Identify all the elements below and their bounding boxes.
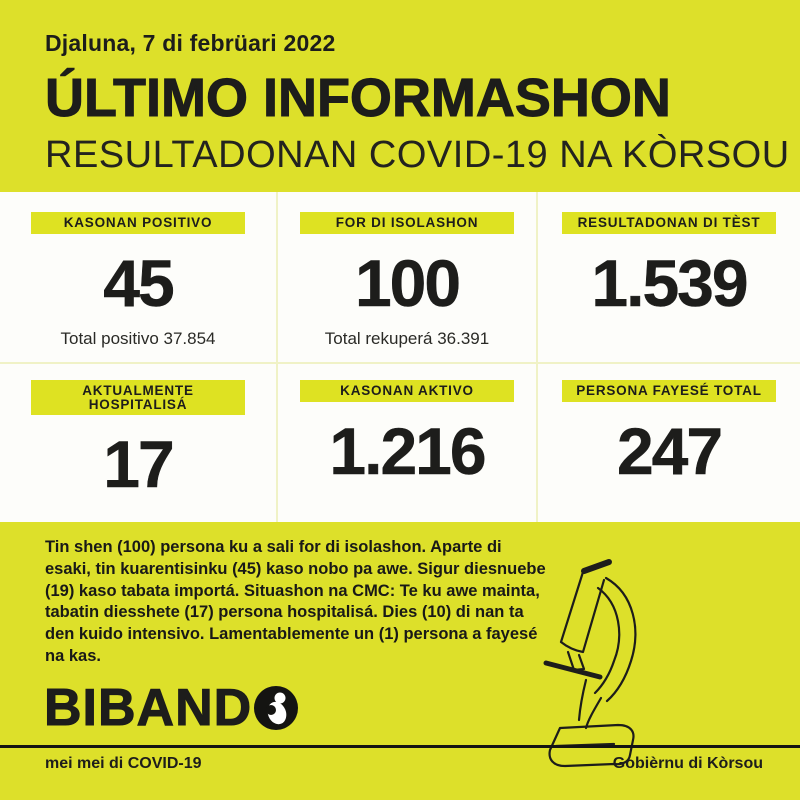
brand-tagline: mei mei di COVID-19 [45, 755, 202, 772]
stat-card-kasonan-positivo: KASONAN POSITIVO 45 Total positivo 37.85… [0, 192, 276, 362]
microscope-line-icon [543, 559, 637, 768]
footer-divider [0, 745, 800, 748]
header: Djaluna, 7 di febrüari 2022 ÚLTIMO INFOR… [0, 0, 800, 192]
stat-subtext: Total rekuperá 36.391 [324, 328, 490, 348]
stat-card-kasonan-aktivo: KASONAN AKTIVO 1.216 [278, 364, 536, 522]
page-title: ÚLTIMO INFORMASHON [45, 68, 672, 128]
stat-label: KASONAN POSITIVO [31, 212, 245, 234]
report-date: Djaluna, 7 di febrüari 2022 [45, 30, 336, 56]
page-subtitle: RESULTADONAN COVID-19 NA KÒRSOU [45, 134, 790, 176]
baby-swirl-icon [254, 686, 299, 730]
stat-value: 1.216 [329, 413, 487, 488]
stat-subtext: Total positivo 37.854 [60, 328, 216, 348]
stats-grid: KASONAN POSITIVO 45 Total positivo 37.85… [0, 192, 800, 522]
government-credit: Gobièrnu di Kòrsou [612, 755, 763, 772]
situation-summary: Tin shen (100) persona ku a sali for di … [45, 538, 546, 665]
stat-label: FOR DI ISOLASHON [300, 212, 514, 234]
stat-card-for-di-isolashon: FOR DI ISOLASHON 100 Total rekuperá 36.3… [278, 192, 536, 362]
footer: Tin shen (100) persona ku a sali for di … [0, 522, 800, 800]
stat-value: 247 [616, 413, 724, 488]
bibando-logo: BIBAND [43, 679, 299, 737]
stat-value: 45 [103, 245, 175, 320]
stat-label: KASONAN AKTIVO [300, 380, 514, 402]
stat-value: 1.539 [591, 245, 749, 320]
stat-label: RESULTADONAN DI TÈST [562, 212, 776, 234]
stat-card-hospitalisa: AKTUALMENTE HOSPITALISÁ 17 [0, 364, 276, 522]
stat-value: 100 [354, 245, 462, 320]
stat-card-resultadonan-di-test: RESULTADONAN DI TÈST 1.539 [538, 192, 800, 362]
stat-label: AKTUALMENTE HOSPITALISÁ [31, 380, 245, 415]
brand-wordmark: BIBAND [43, 679, 253, 737]
stat-card-persona-fayese: PERSONA FAYESÉ TOTAL 247 [538, 364, 800, 522]
stat-label: PERSONA FAYESÉ TOTAL [562, 380, 776, 402]
stat-value: 17 [103, 427, 175, 501]
